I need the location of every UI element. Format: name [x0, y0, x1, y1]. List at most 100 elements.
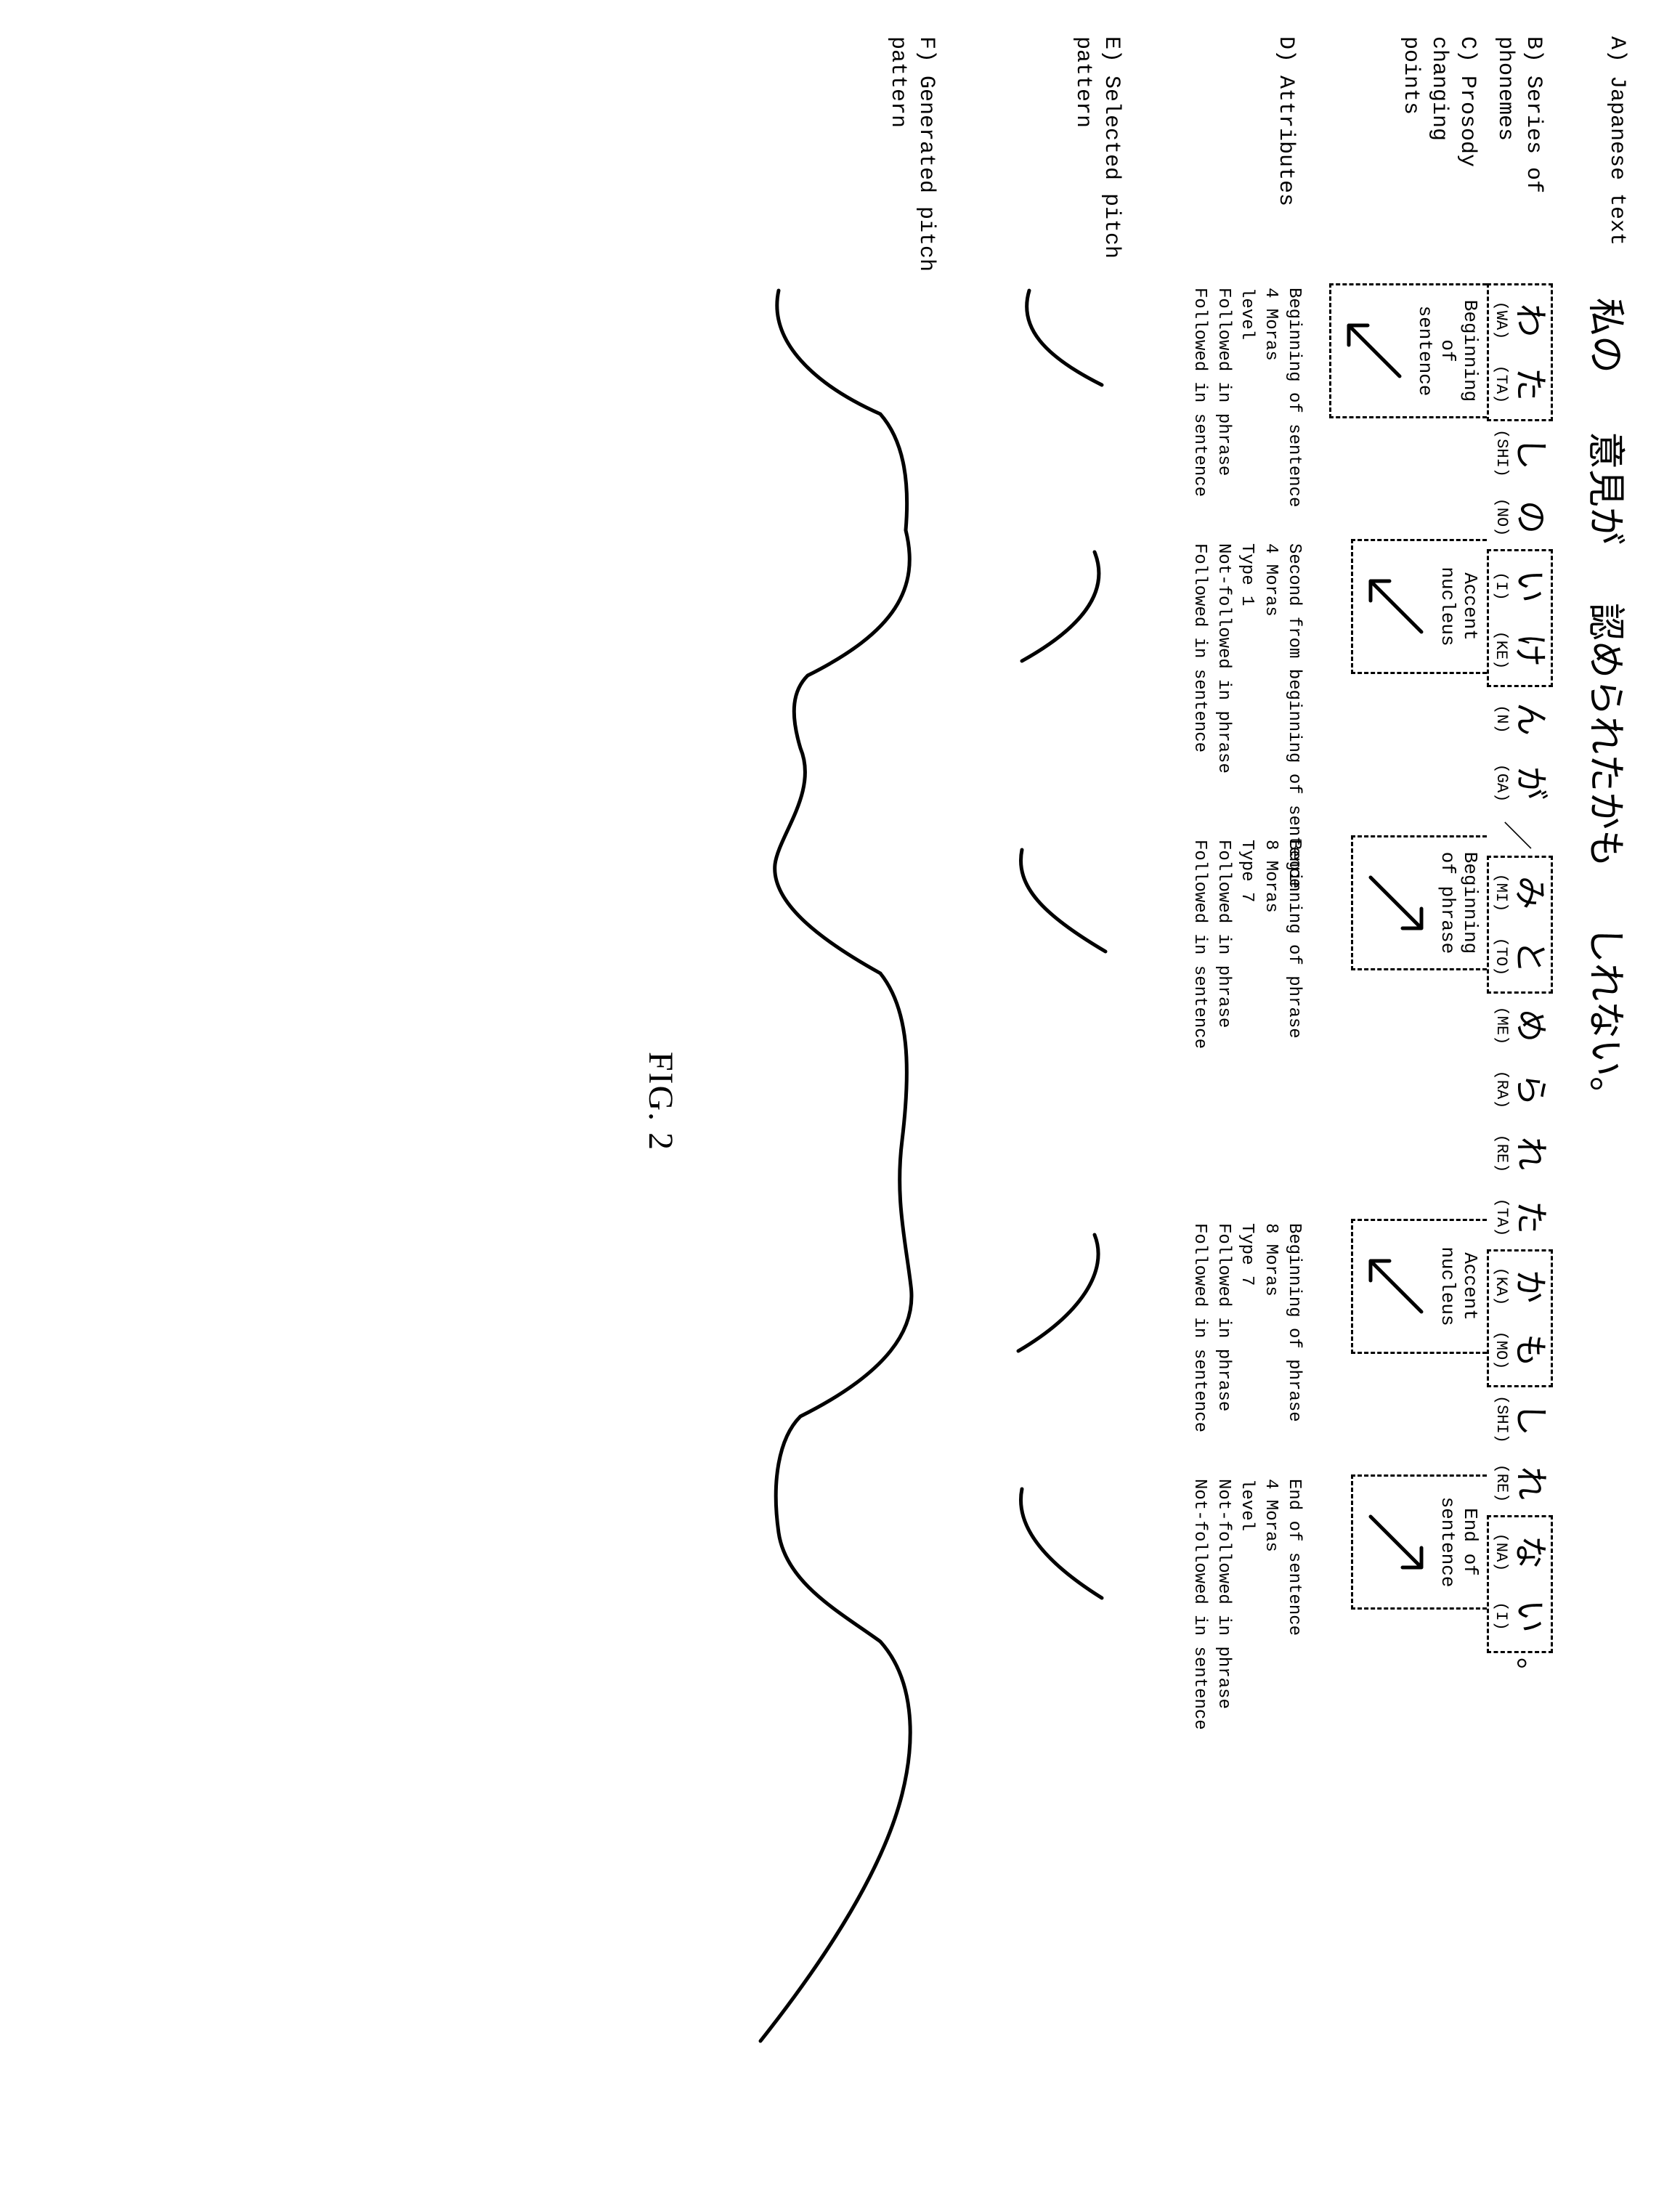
mora: と(TO)	[1492, 925, 1546, 989]
mora-jp: か	[1513, 1270, 1546, 1303]
pitch-curve-segment	[1018, 1235, 1098, 1351]
phoneme-box: わ(WA)た(TA)	[1487, 283, 1553, 421]
mora-romaji: (NA)	[1492, 1533, 1510, 1572]
mora-romaji: (I)	[1492, 572, 1510, 601]
attribute-line: Beginning of phrase	[1282, 840, 1305, 1085]
phoneme-box: か(KA)も(MO)	[1487, 1249, 1553, 1387]
selected-pitch-content	[982, 283, 1131, 2167]
mora-jp: し	[1514, 437, 1547, 470]
mora: い(I)	[1492, 554, 1546, 618]
attribute-line: Followed in sentence	[1188, 840, 1211, 1085]
mora-romaji: (SHI)	[1493, 1395, 1511, 1443]
attribute-line: Not-followed in phrase	[1211, 543, 1234, 825]
mora-jp: た	[1514, 1201, 1547, 1234]
mora-romaji: (SHI)	[1493, 429, 1511, 477]
arrow-icon	[1362, 867, 1427, 939]
mora: も(MO)	[1492, 1318, 1546, 1382]
mora-romaji: (RA)	[1493, 1071, 1511, 1109]
attribute-line: Beginning of phrase	[1282, 1223, 1305, 1469]
attribute-line: Followed in sentence	[1188, 1223, 1211, 1469]
attribute-line: 4 Moras	[1258, 543, 1281, 825]
row-japanese-text: A) Japanese text 私の意見が認められたかもしれない。	[1582, 36, 1636, 2167]
row-phonemes: B) Series of phonemes わ(WA)た(TA)し(SHI)の(…	[1487, 36, 1553, 2167]
prosody-box: Beginning of phrase	[1351, 835, 1487, 970]
mora: い(I)	[1492, 1584, 1546, 1648]
row-attributes: D) Attributes Beginning of sentence4 Mor…	[1174, 36, 1305, 2167]
mora-romaji: (MO)	[1492, 1331, 1510, 1370]
row-generated-pitch: F) Generated pitch pattern	[710, 36, 946, 2167]
mora-romaji: (TA)	[1493, 1198, 1511, 1237]
mora: ん(N)	[1493, 687, 1547, 751]
arrow-icon	[1362, 1250, 1427, 1323]
attribute-column: Beginning of phrase8 MorasType 7Followed…	[1188, 835, 1305, 1090]
mora-jp: の	[1514, 500, 1547, 534]
mora-jp: わ	[1513, 304, 1546, 337]
mora-jp: れ	[1514, 1466, 1547, 1500]
pitch-curve-segment	[1022, 552, 1099, 661]
arrow-icon	[1340, 315, 1405, 387]
attribute-column: Beginning of sentence4 MoraslevelFollowe…	[1188, 283, 1305, 537]
jp-word: 私の	[1582, 298, 1636, 373]
phrase-separator-slash: ／	[1499, 821, 1541, 850]
sentence-period: 。	[1511, 1658, 1553, 1687]
attribute-line: Followed in sentence	[1188, 288, 1211, 533]
attribute-column: End of sentence4 MoraslevelNot-followed …	[1188, 1474, 1305, 1765]
attribute-line: Not-followed in phrase	[1211, 1479, 1234, 1761]
prosody-box-label: Accent nucleus	[1435, 1246, 1481, 1326]
mora: た(TA)	[1492, 352, 1546, 416]
mora-jp: ん	[1514, 702, 1547, 736]
pitch-curve-segment	[1020, 850, 1105, 952]
phoneme-content: わ(WA)た(TA)し(SHI)の(NO)い(I)け(KE)ん(N)が(GA)／…	[1487, 283, 1553, 2167]
mora-romaji: (I)	[1492, 1602, 1510, 1631]
prosody-box-label: Beginning of phrase	[1435, 852, 1481, 954]
mora-jp: な	[1513, 1535, 1546, 1569]
row-selected-pitch: E) Selected pitch pattern	[982, 36, 1131, 2167]
prosody-content: Beginning of sentence Accent nucleus Begin…	[1342, 283, 1487, 2167]
mora: わ(WA)	[1492, 288, 1546, 352]
attribute-line: Not-followed in sentence	[1188, 1479, 1211, 1761]
mora-romaji: (WA)	[1492, 301, 1510, 340]
label-d: D) Attributes	[1271, 36, 1305, 283]
attribute-line: Followed in phrase	[1211, 840, 1234, 1085]
attribute-line: Beginning of sentence	[1282, 288, 1305, 533]
prosody-box: Accent nucleus	[1351, 539, 1487, 674]
mora: し(SHI)	[1493, 421, 1547, 485]
attribute-column: Beginning of phrase8 MorasType 7Followed…	[1188, 1219, 1305, 1473]
mora-jp: れ	[1514, 1137, 1547, 1170]
mora-jp: し	[1514, 1403, 1547, 1436]
jp-word: 認められたかも	[1582, 603, 1636, 867]
mora-jp: い	[1513, 569, 1546, 603]
mora-romaji: (MI)	[1492, 874, 1510, 912]
row-prosody-points: C) Prosody changing points Beginning of …	[1342, 36, 1487, 2167]
attribute-line: Followed in phrase	[1211, 288, 1234, 533]
prosody-box-label: End of sentence	[1435, 1497, 1481, 1588]
mora: み(MI)	[1492, 861, 1546, 925]
mora-romaji: (TA)	[1492, 365, 1510, 404]
mora-romaji: (NO)	[1493, 498, 1511, 537]
mora: た(TA)	[1493, 1185, 1547, 1249]
selected-pitch-svg	[986, 283, 1131, 2099]
attributes-content: Beginning of sentence4 MoraslevelFollowe…	[1174, 283, 1305, 2167]
mora: の(NO)	[1493, 485, 1547, 549]
mora-romaji: (ME)	[1493, 1007, 1511, 1045]
prosody-box: End of sentence	[1351, 1474, 1487, 1610]
prosody-box-label: Accent nucleus	[1435, 567, 1481, 646]
label-a: A) Japanese text	[1602, 36, 1636, 283]
japanese-text-content: 私の意見が認められたかもしれない。	[1582, 283, 1636, 2167]
mora: が(GA)	[1493, 751, 1547, 815]
mora-jp: た	[1513, 368, 1546, 401]
mora-jp: め	[1514, 1009, 1547, 1042]
prosody-box-label: Beginning of sentence	[1413, 293, 1481, 409]
mora: れ(RE)	[1493, 1121, 1547, 1185]
mora-jp: も	[1513, 1334, 1546, 1367]
attribute-column: Second from beginning of sentence4 Moras…	[1188, 539, 1305, 829]
attribute-line: Second from beginning of sentence	[1282, 543, 1305, 825]
label-f: F) Generated pitch pattern	[883, 36, 946, 283]
arrow-icon	[1362, 1506, 1427, 1578]
mora: め(ME)	[1493, 994, 1547, 1058]
mora-romaji: (RE)	[1493, 1464, 1511, 1503]
label-e: E) Selected pitch pattern	[1068, 36, 1131, 283]
label-b: B) Series of phonemes	[1490, 36, 1553, 283]
attribute-line: Type 1	[1235, 543, 1258, 825]
attribute-line: 4 Moras	[1258, 1479, 1281, 1761]
